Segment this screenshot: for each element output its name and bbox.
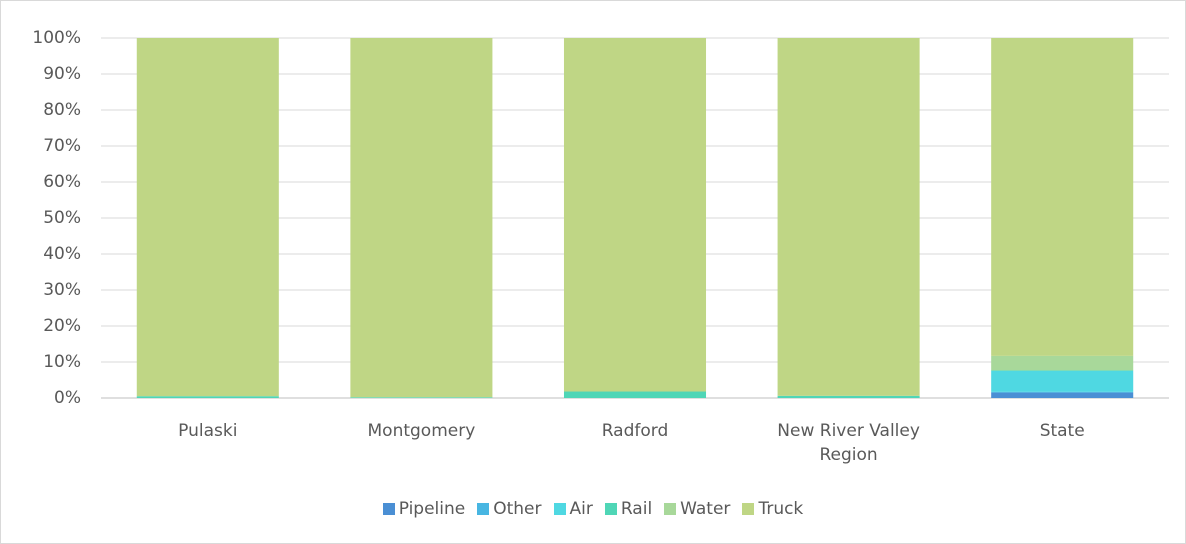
legend-item: Pipeline: [382, 499, 466, 519]
y-tick-label: 60%: [43, 172, 81, 192]
legend-label: Rail: [620, 499, 653, 519]
bar-segment: [991, 391, 1134, 393]
y-tick-label: 80%: [43, 100, 81, 120]
x-tick-label: Pulaski: [178, 421, 238, 441]
bar-segment: [563, 391, 707, 398]
y-tick-label: 50%: [43, 208, 81, 228]
bar-segment: [991, 370, 1134, 371]
legend-item: Air: [553, 499, 593, 519]
legend-swatch: [382, 503, 395, 515]
legend-swatch: [604, 503, 617, 515]
bar-segment: [991, 392, 1134, 398]
bar-segment: [991, 38, 1134, 356]
y-tick-label: 100%: [32, 28, 81, 48]
legend-item: Water: [664, 499, 730, 519]
bar-segment: [777, 395, 920, 398]
y-tick-label: 90%: [43, 64, 81, 84]
legend-label: Water: [680, 499, 731, 519]
legend-label: Truck: [758, 499, 804, 519]
y-tick-label: 40%: [43, 244, 81, 264]
x-tick-label: Radford: [601, 421, 669, 441]
bar-segment: [136, 38, 279, 397]
legend-swatch: [664, 503, 677, 515]
bar-segment: [991, 371, 1134, 392]
legend: Pipeline Other Air Rail Water Truck: [1, 499, 1185, 519]
y-tick-label: 20%: [43, 316, 81, 336]
y-tick-label: 70%: [43, 136, 81, 156]
legend-item: Truck: [742, 499, 803, 519]
y-tick-label: 10%: [43, 352, 81, 372]
bar-segment: [136, 396, 279, 398]
x-tick-label: Montgomery: [367, 421, 476, 441]
y-tick-label: 30%: [43, 280, 81, 300]
bar-segment: [350, 397, 493, 398]
bar-segment: [563, 38, 707, 392]
x-tick-label: State: [1039, 421, 1085, 441]
y-tick-label: 0%: [54, 388, 81, 408]
x-tick-label: New River Valley Region: [777, 421, 920, 465]
legend-swatch: [742, 503, 755, 515]
bar-segment: [777, 38, 920, 396]
bar-segment: [991, 355, 1134, 371]
legend-label: Other: [493, 499, 542, 519]
legend-label: Air: [569, 499, 593, 519]
bar-segment: [350, 38, 493, 398]
legend-swatch: [553, 503, 566, 515]
legend-item: Other: [477, 499, 542, 519]
legend-label: Pipeline: [398, 499, 466, 519]
legend-swatch: [477, 503, 490, 515]
legend-item: Rail: [604, 499, 653, 519]
